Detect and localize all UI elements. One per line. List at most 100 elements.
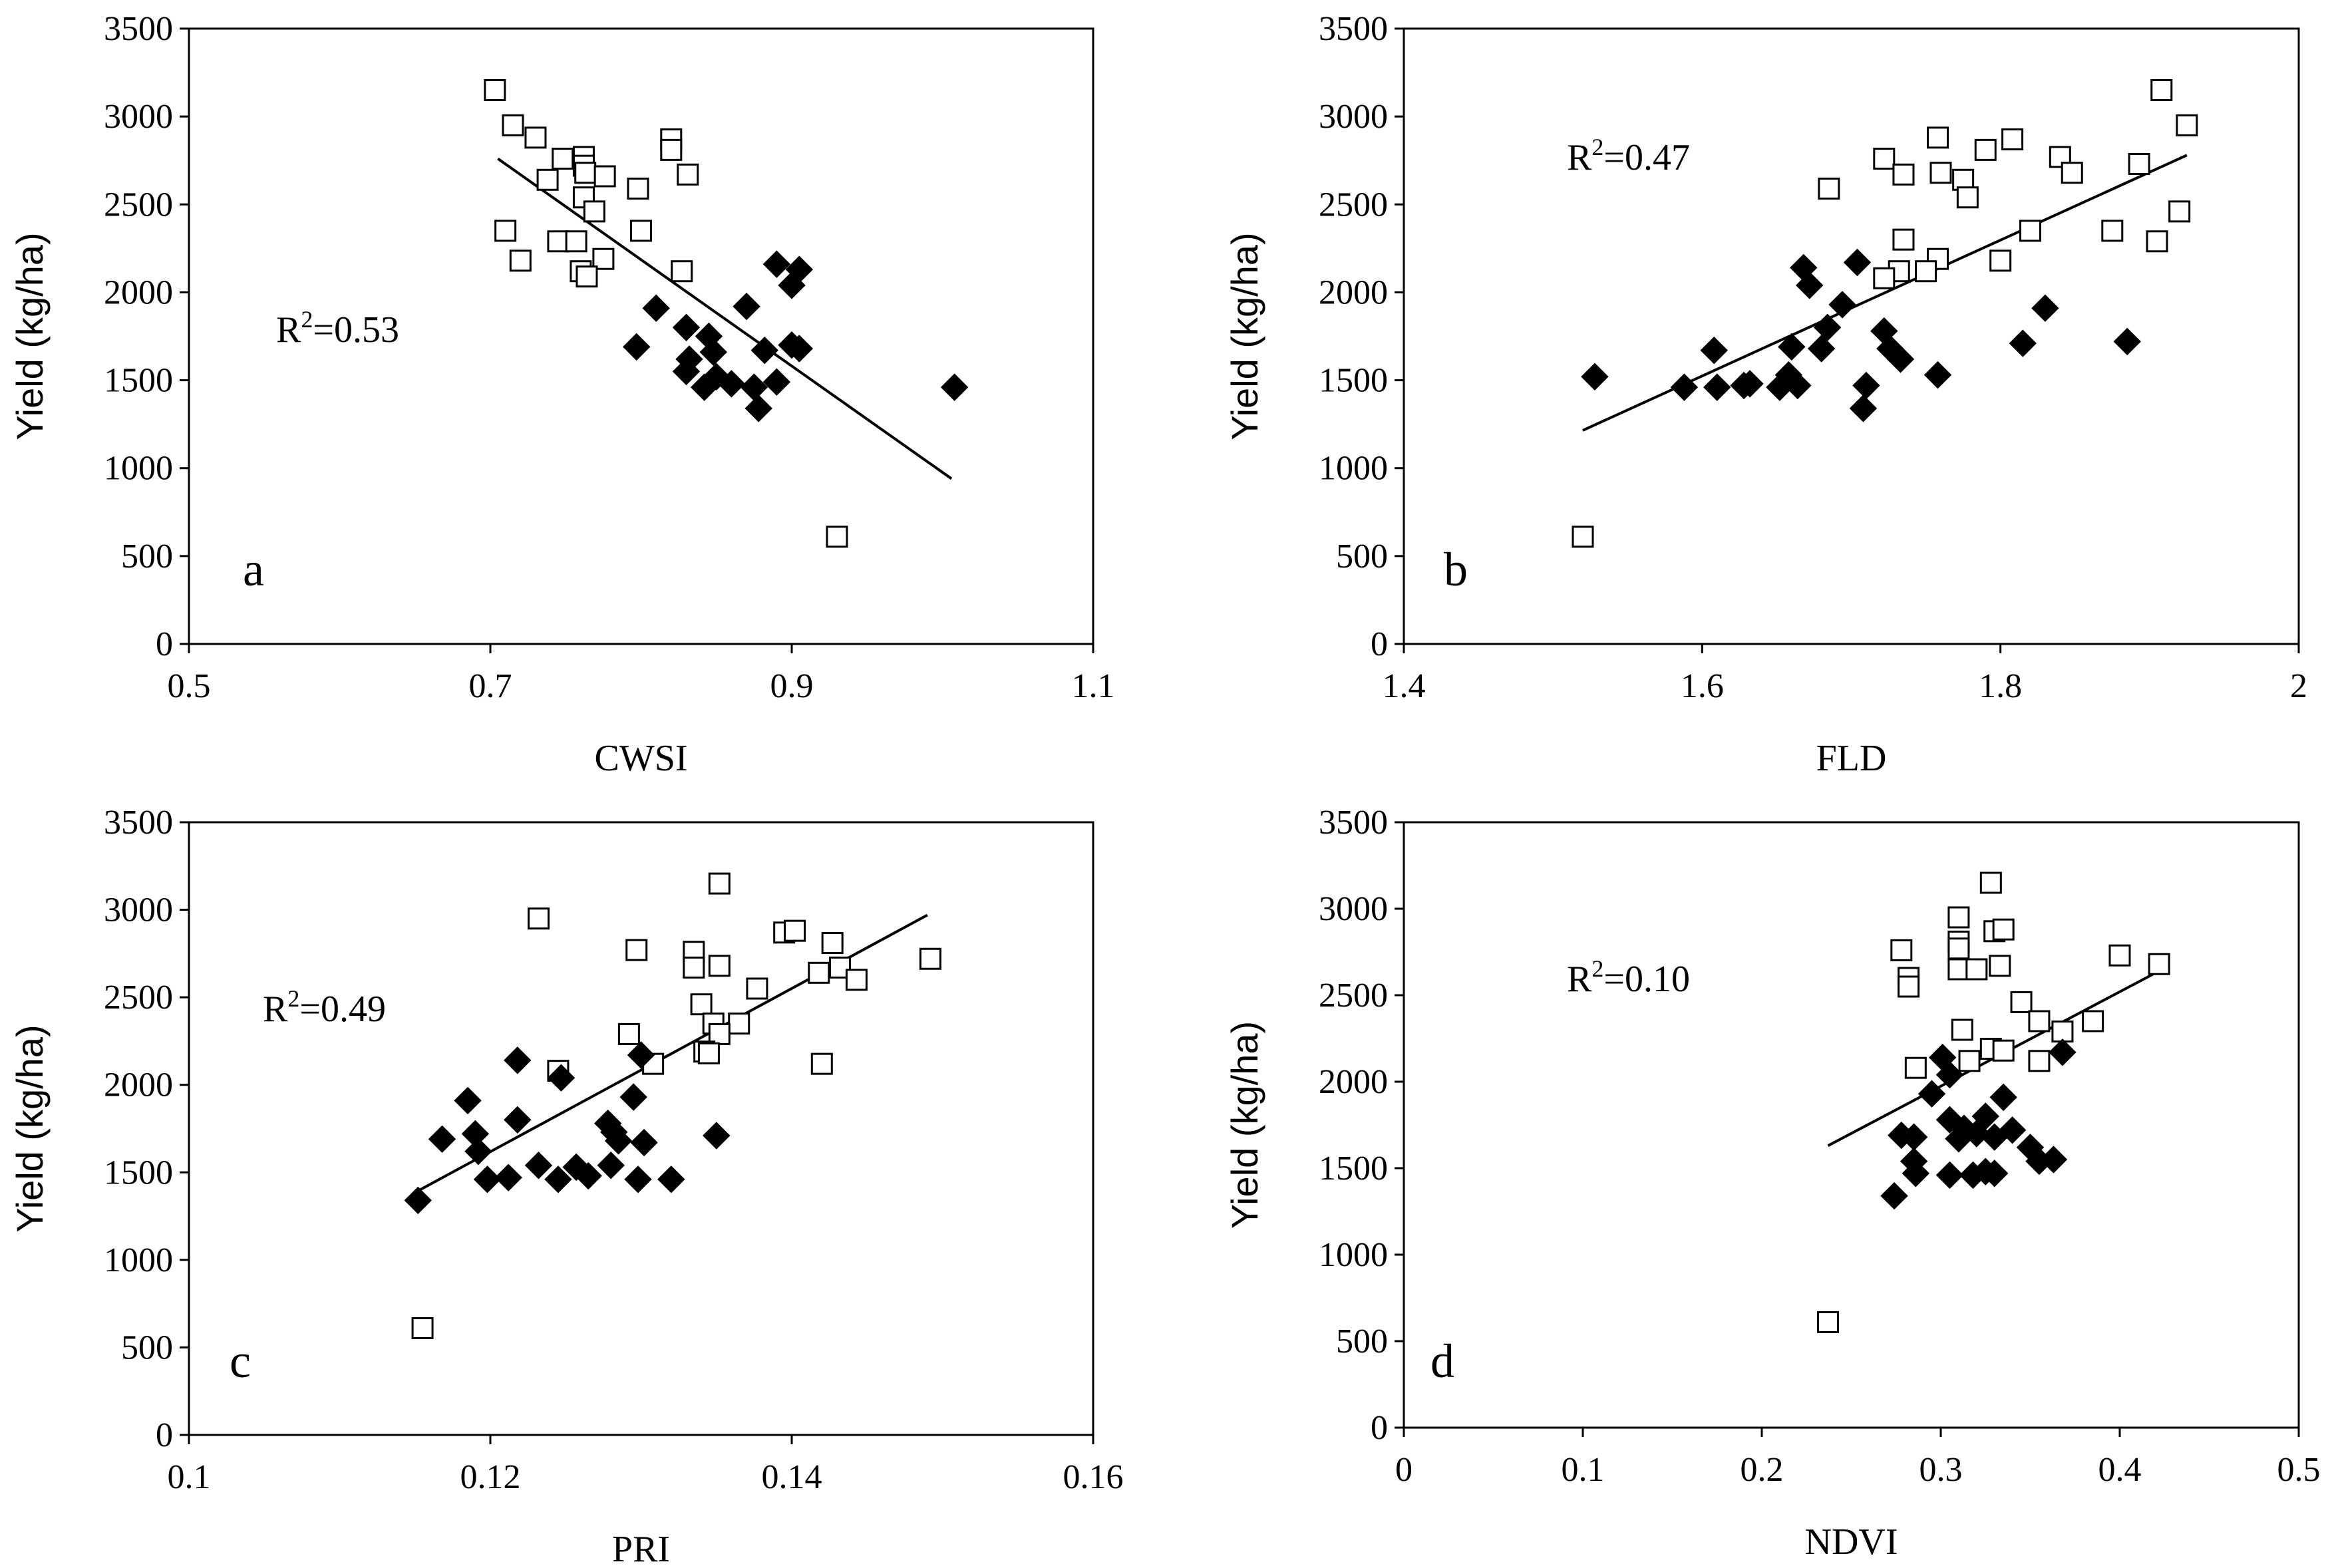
data-point-square (683, 956, 705, 979)
x-axis-label: NDVI (1805, 1521, 1898, 1563)
data-point-diamond (1989, 1083, 2017, 1112)
data-point-diamond (494, 1164, 522, 1191)
data-point-square (660, 138, 683, 161)
y-tick-label: 1500 (1319, 362, 1388, 400)
data-point-square (2010, 991, 2033, 1013)
y-tick-label: 1000 (1319, 450, 1388, 488)
data-point-square (826, 526, 848, 548)
x-tick-label: 1.6 (1681, 667, 1724, 705)
data-point-diamond (461, 1120, 490, 1148)
x-tick-label: 0.7 (469, 667, 512, 705)
plot-frame (188, 821, 1094, 1436)
data-point-diamond (1945, 1125, 1973, 1153)
data-point-diamond (733, 292, 760, 321)
y-axis-label: Yield (kg/ha) (9, 232, 51, 440)
data-point-square (1898, 975, 1920, 998)
y-tick-label: 2000 (1319, 273, 1388, 311)
data-point-square (2128, 153, 2150, 175)
data-point-square (1873, 148, 1896, 170)
data-point-square (1979, 871, 2002, 894)
panel-letter: b (1444, 543, 1468, 596)
y-tick-label: 2000 (104, 273, 173, 311)
y-tick-label: 3500 (1319, 10, 1388, 48)
data-point-square (2168, 200, 2191, 223)
data-point-square (630, 220, 652, 242)
data-point-square (1965, 958, 1988, 981)
data-point-square (2001, 128, 2024, 150)
data-point-square (547, 230, 570, 253)
x-tick-label: 1.1 (1072, 667, 1115, 705)
data-point-diamond (473, 1166, 502, 1193)
y-tick-label: 2500 (104, 186, 173, 224)
data-point-square (728, 1013, 750, 1035)
data-point-diamond (1935, 1161, 1964, 1189)
data-point-diamond (1852, 371, 1880, 400)
y-tick-label: 3500 (104, 804, 173, 842)
data-point-square (1989, 955, 2011, 977)
x-tick-label: 0.9 (770, 667, 814, 705)
data-point-square (2028, 1050, 2051, 1072)
data-point-square (524, 126, 547, 149)
x-axis-label: CWSI (595, 738, 688, 779)
y-tick-label: 1000 (104, 1241, 173, 1279)
data-point-square (1974, 138, 1997, 161)
data-point-diamond (454, 1086, 482, 1115)
r-squared-annotation: R2=0.53 (276, 306, 399, 351)
data-point-square (494, 220, 517, 242)
data-point-diamond (627, 1041, 655, 1069)
x-tick-label: 0.5 (168, 667, 211, 705)
data-point-diamond (2009, 329, 2037, 357)
data-point-diamond (1980, 1123, 2009, 1151)
data-point-square (1956, 186, 1979, 209)
y-tick-label: 3500 (104, 10, 173, 48)
data-point-square (642, 1052, 665, 1075)
x-tick-label: 1.4 (1383, 667, 1426, 705)
y-tick-label: 2500 (104, 979, 173, 1017)
data-point-diamond (619, 1083, 647, 1111)
data-point-square (1927, 126, 1949, 149)
data-point-diamond (1902, 1160, 1930, 1187)
x-tick-label: 0.2 (1741, 1451, 1784, 1489)
data-point-diamond (940, 373, 969, 401)
data-point-square (617, 1022, 640, 1045)
data-point-diamond (630, 1128, 658, 1157)
data-point-square (708, 872, 731, 895)
data-point-diamond (672, 313, 701, 341)
y-axis-label: Yield (kg/ha) (1224, 232, 1265, 440)
x-axis-label: PRI (612, 1529, 670, 1568)
data-point-square (1992, 1039, 2015, 1062)
r-squared-annotation: R2=0.10 (1567, 955, 1690, 1000)
data-point-square (2108, 944, 2131, 967)
data-point-diamond (717, 370, 746, 398)
plot-frame (1403, 27, 2300, 645)
data-point-diamond (1774, 361, 1803, 389)
x-tick-label: 0.14 (762, 1458, 822, 1496)
data-point-square (690, 993, 713, 1016)
y-tick-label: 0 (1371, 1409, 1388, 1447)
data-point-diamond (762, 368, 791, 396)
data-point-diamond (547, 1064, 576, 1092)
r-squared-annotation: R2=0.49 (263, 985, 386, 1030)
data-point-square (627, 178, 649, 200)
data-point-square (484, 79, 506, 101)
data-point-square (1890, 939, 1913, 961)
data-point-square (527, 907, 550, 930)
data-point-square (784, 919, 806, 942)
data-point-diamond (574, 1162, 602, 1190)
data-point-square (1892, 163, 1915, 186)
data-point-diamond (524, 1152, 553, 1179)
data-point-square (1818, 178, 1840, 200)
data-point-diamond (657, 1166, 685, 1193)
data-point-diamond (750, 336, 778, 365)
data-point-square (708, 955, 731, 977)
y-tick-label: 500 (1336, 538, 1388, 575)
data-point-square (2148, 953, 2170, 975)
x-tick-label: 0.16 (1063, 1458, 1124, 1496)
x-tick-label: 0.1 (1562, 1451, 1605, 1489)
data-point-diamond (699, 338, 727, 366)
data-point-diamond (1935, 1060, 1964, 1089)
data-point-square (502, 114, 524, 136)
panel-c: 0 500 1000 1500 2000 2500 3000 3500 0.1 0.12 0.14 0… (9, 804, 1124, 1568)
data-point-square (1947, 906, 1970, 929)
